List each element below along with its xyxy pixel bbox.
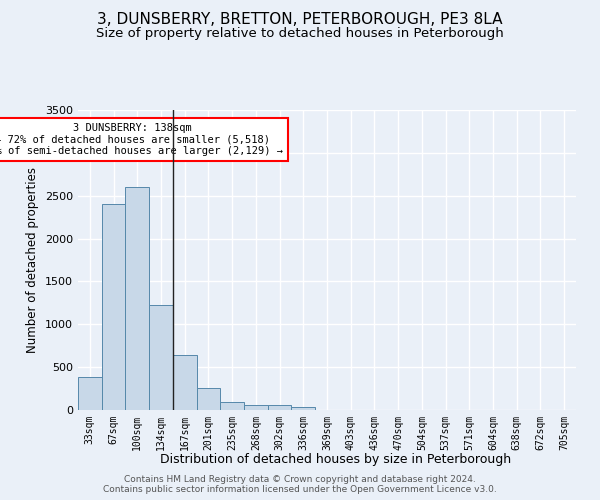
- Bar: [78, 376, 102, 410]
- Bar: [268, 406, 292, 410]
- Bar: [125, 187, 149, 410]
- Bar: [244, 405, 268, 410]
- Text: 3 DUNSBERRY: 138sqm
← 72% of detached houses are smaller (5,518)
28% of semi-det: 3 DUNSBERRY: 138sqm ← 72% of detached ho…: [0, 123, 283, 156]
- Bar: [173, 355, 197, 410]
- Bar: [292, 406, 315, 410]
- Y-axis label: Number of detached properties: Number of detached properties: [26, 167, 40, 353]
- Bar: [220, 402, 244, 410]
- Text: Size of property relative to detached houses in Peterborough: Size of property relative to detached ho…: [96, 28, 504, 40]
- Text: Contains HM Land Registry data © Crown copyright and database right 2024.
Contai: Contains HM Land Registry data © Crown c…: [103, 474, 497, 494]
- Bar: [197, 388, 220, 410]
- Text: Distribution of detached houses by size in Peterborough: Distribution of detached houses by size …: [160, 452, 512, 466]
- Bar: [102, 204, 125, 410]
- Bar: [149, 304, 173, 410]
- Text: 3, DUNSBERRY, BRETTON, PETERBOROUGH, PE3 8LA: 3, DUNSBERRY, BRETTON, PETERBOROUGH, PE3…: [97, 12, 503, 28]
